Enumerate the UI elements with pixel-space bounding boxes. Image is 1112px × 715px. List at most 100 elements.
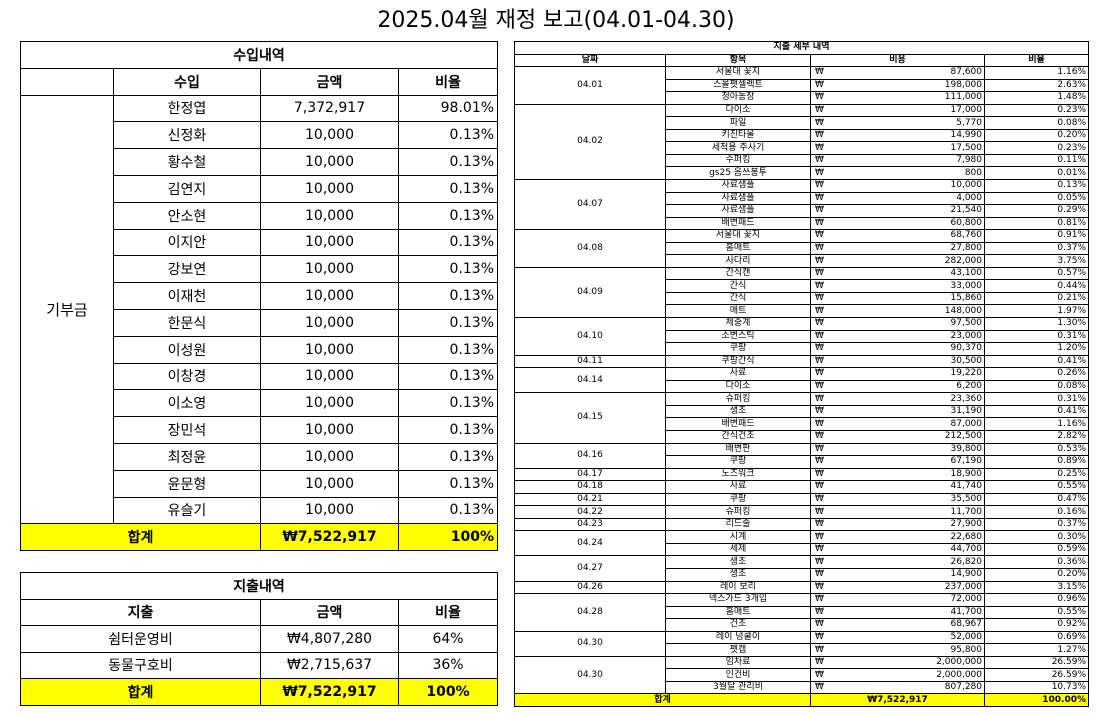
donor-name: 한문식 — [113, 308, 261, 337]
expense-cost-ratio: 1.97% — [983, 304, 1090, 319]
table-row: 키친타올 ₩14,990 0.20% — [515, 128, 1090, 143]
currency-symbol: ₩ — [815, 657, 824, 668]
expense-item: 서울대 꽃지 — [665, 229, 811, 243]
donation-ratio: 0.13% — [397, 362, 499, 391]
donation-amount: 10,000 — [260, 416, 399, 444]
currency-symbol: ₩ — [815, 167, 824, 178]
expense-item: 소변스틱 — [665, 329, 811, 344]
table-row: 04.18 사료 ₩41,740 0.55% — [514, 480, 1090, 494]
expense-cost-ratio: 0.13% — [983, 179, 1090, 193]
expense-cost: ₩11,700 — [810, 505, 985, 519]
cost-value: 198,000 — [944, 79, 982, 90]
table-row: 사료샘플 ₩21,540 0.29% — [515, 204, 1090, 218]
expense-date: 04.11 — [514, 354, 666, 369]
table-row: 기부금 한정엽 7,372,917 98.01% — [20, 94, 499, 525]
expense-cost: ₩2,000,000 — [810, 655, 985, 670]
table-row: 홈매트 ₩27,800 0.37% — [515, 241, 1090, 256]
expense-cost: ₩23,360 — [810, 392, 985, 406]
expense-date: 04.21 — [514, 492, 666, 507]
expense-cost: ₩35,500 — [810, 492, 985, 507]
currency-symbol: ₩ — [815, 79, 824, 90]
cost-value: 90,370 — [950, 343, 983, 354]
table-row: 펫캠 ₩95,800 1.27% — [515, 643, 1090, 657]
income-table: 수입내역 수입 금액 비율 기부금 한정엽 7,372,917 98.01% 신정화 10,000… — [19, 41, 499, 552]
currency-symbol: ₩ — [815, 305, 824, 316]
expense-item: gs25 음쓰봉투 — [665, 166, 811, 180]
table-row: 다이소 ₩6,200 0.08% — [515, 379, 1090, 394]
income-total-row: 합계 ₩7,522,917 100% — [20, 523, 499, 552]
expense-detail-table: 지출 세부 내역 날짜 항목 비용 비율 04.01 서울대 꽃지 ₩87,600 1.16% 스… — [513, 41, 1090, 707]
expense-item: 리드줄 — [665, 517, 811, 532]
currency-symbol: ₩ — [815, 268, 824, 279]
expense-item: 임차료 — [665, 655, 811, 670]
currency-symbol: ₩ — [815, 217, 824, 228]
currency-symbol: ₩ — [815, 142, 824, 153]
expense-cost-ratio: 0.01% — [983, 166, 1090, 180]
expense-cost: ₩30,500 — [810, 354, 985, 369]
table-row: 04.08 서울대 꽃지 ₩68,760 0.91% — [514, 229, 1090, 268]
expense-cost: ₩43,100 — [810, 266, 985, 281]
expense-summary-title-row: 지출내역 — [19, 572, 499, 600]
expense-date: 04.22 — [514, 505, 666, 519]
expense-item: 간식 — [665, 279, 811, 293]
cost-value: 212,500 — [944, 431, 982, 442]
table-row: 04.14 사료 ₩19,220 0.26% — [514, 367, 1090, 394]
cost-value: 10,000 — [950, 180, 983, 191]
cost-value: 41,740 — [950, 481, 983, 492]
expense-item: 세척용 주사기 — [665, 141, 811, 155]
cost-value: 27,900 — [950, 519, 983, 530]
expense-cost: ₩52,000 — [810, 630, 985, 645]
donation-amount: 10,000 — [260, 228, 399, 257]
expense-item: 생초 — [665, 404, 811, 419]
expense-cost: ₩4,000 — [810, 191, 985, 206]
donation-amount: 7,372,917 — [260, 94, 399, 123]
expense-cost-ratio: 0.31% — [983, 329, 1090, 344]
table-row: 04.01 서울대 꽃지 ₩87,600 1.16% — [514, 66, 1090, 105]
expense-cost: ₩41,740 — [810, 480, 985, 494]
donation-ratio: 98.01% — [397, 94, 499, 123]
donor-name: 최정윤 — [113, 442, 261, 471]
expense-cost-ratio: 0.41% — [983, 354, 1090, 369]
expense-item: 파일 — [665, 116, 811, 130]
expense-cost-ratio: 2.63% — [983, 78, 1090, 93]
cost-value: 800 — [964, 167, 982, 178]
table-row: 04.30 레이 넝쿨이 ₩52,000 0.69% — [514, 630, 1090, 657]
expense-cost-ratio: 1.16% — [983, 417, 1090, 431]
expense-item: 배변패드 — [665, 216, 811, 231]
expense-cost-ratio: 0.57% — [983, 266, 1090, 281]
donation-ratio: 0.13% — [397, 174, 499, 203]
table-row: 이소영 10,000 0.13% — [21, 389, 499, 418]
currency-symbol: ₩ — [815, 243, 824, 254]
cost-value: 33,000 — [950, 280, 983, 291]
cost-value: 26,820 — [950, 556, 983, 567]
expense-item: 시계 — [665, 530, 811, 544]
expense-cost: ₩27,800 — [810, 241, 985, 256]
expense-cost-ratio: 0.20% — [983, 128, 1090, 143]
expense-date: 04.26 — [514, 580, 666, 595]
income-title-row: 수입내역 — [19, 41, 499, 69]
donation-amount: 10,000 — [260, 121, 399, 150]
currency-symbol: ₩ — [815, 493, 824, 504]
expense-cost-ratio: 0.29% — [983, 204, 1090, 218]
currency-symbol: ₩ — [815, 443, 824, 454]
cost-value: 72,000 — [950, 594, 983, 605]
detail-section-title: 지출 세부 내역 — [513, 41, 1090, 55]
expense-cost-ratio: 1.16% — [983, 66, 1090, 80]
expense-item: 생초 — [665, 555, 811, 569]
table-row: 생초 ₩14,900 0.20% — [515, 567, 1090, 582]
expense-cost: ₩21,540 — [810, 204, 985, 218]
expense-cost: ₩17,000 — [810, 103, 985, 118]
expense-cost-ratio: 0.53% — [983, 442, 1090, 457]
report-title: 2025.04월 재정 보고(04.01-04.30) — [377, 8, 735, 33]
currency-symbol: ₩ — [815, 105, 824, 115]
expense-cost-ratio: 0.37% — [983, 517, 1090, 532]
expense-cost-ratio: 0.30% — [983, 530, 1090, 544]
table-row: 신정화 10,000 0.13% — [21, 121, 499, 150]
table-row: 04.24 시계 ₩22,680 0.30% — [514, 530, 1090, 557]
expense-total-ratio: 100% — [397, 678, 499, 706]
table-row: 김연지 10,000 0.13% — [21, 174, 499, 203]
expense-item: 쿠팡 — [665, 455, 811, 469]
currency-symbol: ₩ — [815, 192, 824, 203]
table-row: 04.02 다이소 ₩17,000 0.23% — [514, 103, 1090, 181]
donation-amount: 10,000 — [260, 308, 399, 337]
